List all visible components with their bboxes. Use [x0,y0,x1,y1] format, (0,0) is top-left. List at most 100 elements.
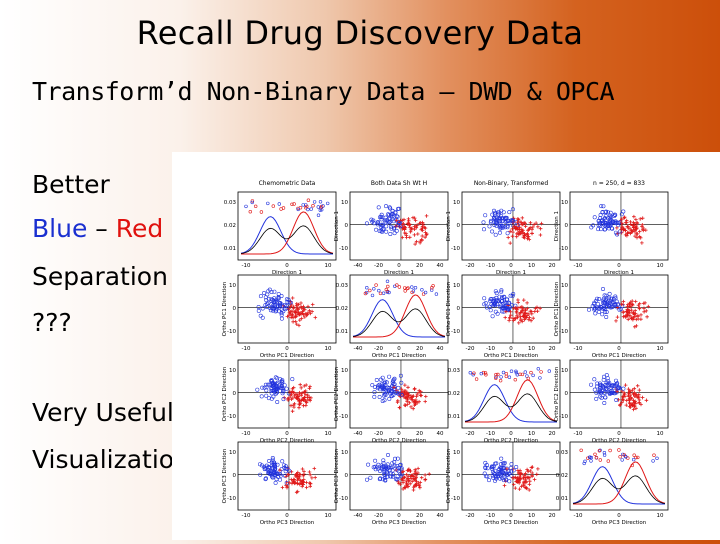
y-tick-label: 10 [229,283,236,289]
point-red [297,390,302,395]
y-tick-label: -10 [451,496,460,502]
x-tick-label: 20 [416,513,423,519]
point-blue [594,396,599,401]
jitter-point [496,372,500,377]
point-red [404,389,408,393]
y-tick-label: 0 [345,223,349,229]
point-red [301,403,306,408]
point-red [512,306,516,310]
jitter-point [479,371,483,376]
jitter-point [494,375,498,379]
point-red [518,305,522,310]
point-red [635,220,639,225]
jitter-point [292,202,296,206]
point-red [295,474,299,478]
point-red [514,309,519,314]
point-red [414,475,418,480]
point-blue [490,465,495,470]
point-red [397,405,402,410]
point-blue [382,398,387,403]
point-red [310,302,315,307]
point-blue [258,462,263,467]
point-blue [282,303,287,308]
point-blue [500,295,505,300]
point-red [408,230,413,234]
point-red [313,475,317,480]
point-red [300,481,304,486]
point-red [420,228,425,233]
point-red [310,309,314,314]
density-curve-blue [352,299,445,338]
point-red [412,387,417,391]
point-red [306,311,310,315]
x-tick-label: 0 [509,513,513,519]
point-red [621,226,626,231]
point-blue [602,223,607,228]
point-blue [262,385,267,390]
jitter-point [384,287,389,292]
point-blue [488,218,493,223]
point-blue [502,472,507,477]
plot-frame [569,441,669,511]
x-tick-label: 0 [285,513,289,519]
point-blue [488,220,493,225]
jitter-point [250,200,254,205]
point-red [286,397,290,401]
point-red [304,485,309,490]
point-blue [489,297,494,302]
plot-frame [461,359,561,429]
jitter-point [309,207,313,211]
point-red [631,407,636,412]
slide-title: Recall Drug Discovery Data [136,14,584,52]
point-red [291,396,295,400]
x-tick-label: -20 [466,513,475,519]
point-red [538,306,542,311]
jitter-point [538,376,542,380]
point-red [284,474,288,479]
point-blue [399,466,404,471]
point-red [300,467,305,471]
point-blue [269,391,274,396]
x-axis-label: Ortho PC2 Direction [260,438,315,444]
point-blue [490,314,495,319]
point-red [304,311,308,316]
point-red [408,469,413,473]
point-red [406,385,410,390]
point-blue [264,393,269,398]
scatterplot-matrix: Chemometric Data Both Data Sh Wt H Non-Bin… [222,180,669,526]
point-blue [275,462,280,467]
point-red [645,315,649,319]
point-red [418,241,422,245]
jitter-point [311,203,315,208]
y-axis-label: Direction 1 [334,211,340,241]
figure-panel: Chemometric Data Both Data Sh Wt H Non-Bin… [172,152,720,540]
jitter-point [410,285,414,289]
point-red [300,309,305,314]
point-red [406,479,411,483]
point-blue [268,472,273,477]
point-red [304,383,308,387]
point-red [635,232,640,236]
jitter-point [536,367,540,371]
x-tick-label: -10 [574,431,583,437]
point-blue [503,225,508,230]
point-red [625,224,630,229]
point-blue [365,477,370,482]
point-blue [615,381,620,386]
point-blue [274,383,279,388]
point-red [278,468,282,472]
x-tick-label: -40 [354,431,363,437]
point-red [299,398,304,403]
y-tick-label: 0 [233,391,237,397]
point-blue [388,224,393,229]
point-blue [256,308,261,313]
point-blue [384,380,389,385]
x-tick-label: 0 [509,431,513,437]
point-red [530,231,534,236]
y-tick-label: -10 [227,414,236,420]
point-red [631,315,635,320]
point-blue [586,307,591,312]
jitter-point [306,207,310,212]
point-blue [492,210,497,215]
jitter-point [368,288,372,293]
